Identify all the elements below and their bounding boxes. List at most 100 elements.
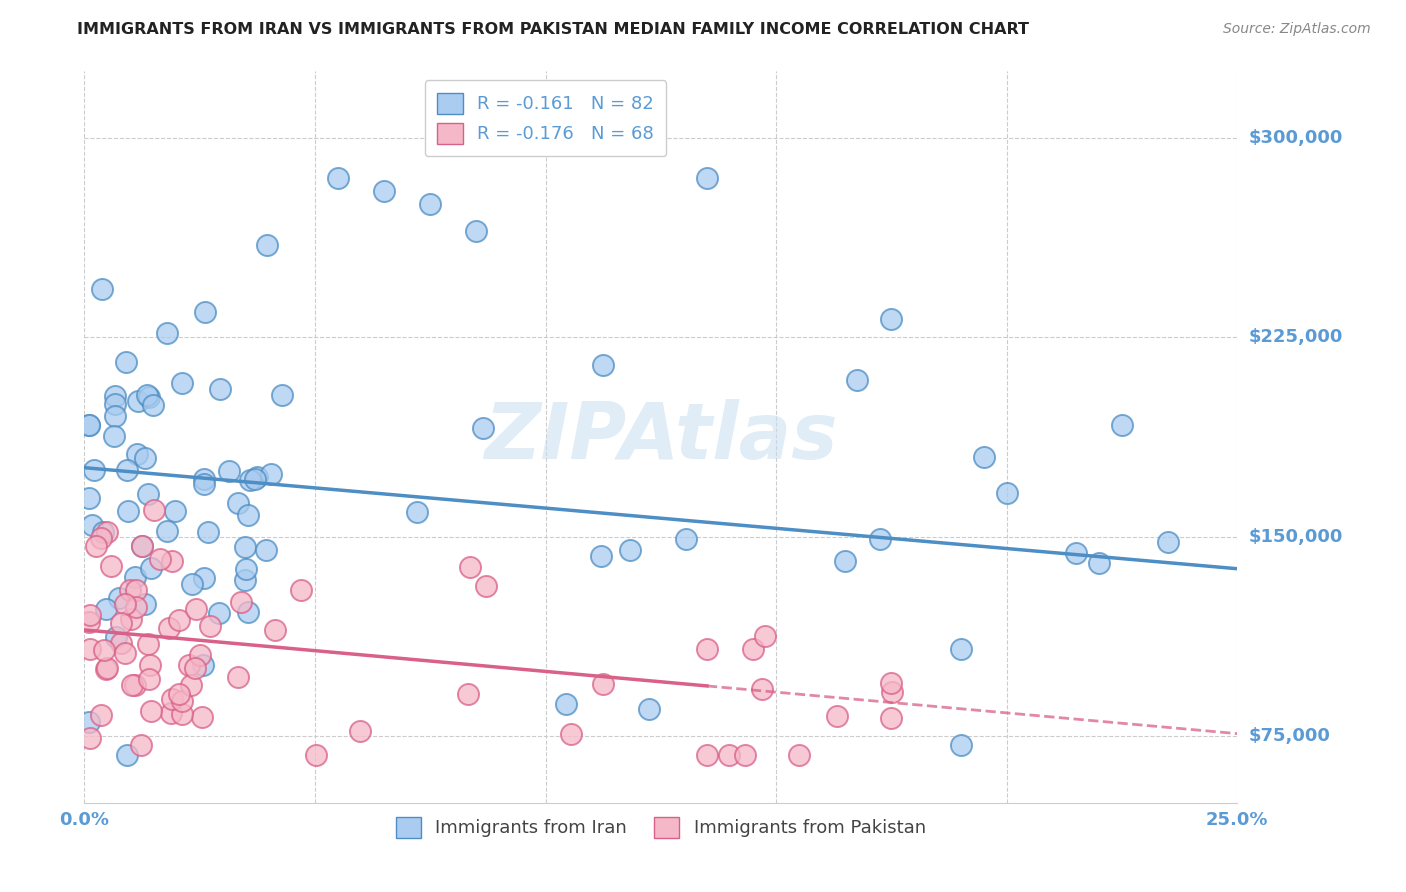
Legend: Immigrants from Iran, Immigrants from Pakistan: Immigrants from Iran, Immigrants from Pa…	[385, 806, 936, 848]
Point	[226, 670, 249, 684]
Point	[208, 383, 231, 397]
Point	[180, 678, 202, 692]
Point	[742, 641, 765, 656]
Point	[156, 524, 179, 538]
Point	[129, 738, 152, 752]
Point	[170, 376, 193, 390]
Point	[180, 577, 202, 591]
Point	[115, 747, 138, 762]
Point	[191, 709, 214, 723]
Point	[188, 648, 211, 662]
Point	[125, 582, 148, 597]
Point	[880, 675, 903, 690]
Point	[80, 517, 103, 532]
Point	[696, 641, 718, 656]
Point	[271, 388, 294, 402]
Point	[138, 637, 160, 651]
Point	[121, 678, 143, 692]
Point	[100, 558, 122, 573]
Point	[845, 373, 868, 387]
Text: IMMIGRANTS FROM IRAN VS IMMIGRANTS FROM PAKISTAN MEDIAN FAMILY INCOME CORRELATIO: IMMIGRANTS FROM IRAN VS IMMIGRANTS FROM …	[77, 22, 1029, 37]
Point	[115, 463, 138, 477]
Point	[160, 706, 183, 720]
Point	[108, 591, 131, 605]
Point	[218, 464, 240, 478]
Point	[134, 451, 156, 466]
Point	[592, 359, 614, 373]
Point	[77, 615, 100, 629]
Point	[619, 542, 641, 557]
Point	[754, 629, 776, 643]
Point	[458, 559, 481, 574]
Point	[194, 304, 217, 318]
Point	[246, 470, 269, 484]
Point	[142, 503, 165, 517]
Point	[882, 685, 904, 699]
Text: ZIPAtlas: ZIPAtlas	[484, 399, 838, 475]
Point	[880, 711, 903, 725]
Point	[419, 197, 441, 211]
Point	[93, 643, 115, 657]
Text: $150,000: $150,000	[1249, 528, 1343, 546]
Point	[474, 579, 496, 593]
Point	[637, 702, 659, 716]
Point	[233, 574, 256, 588]
Point	[184, 602, 207, 616]
Point	[79, 731, 101, 746]
Point	[406, 505, 429, 519]
Point	[91, 282, 114, 296]
Point	[138, 673, 160, 687]
Point	[696, 747, 718, 762]
Point	[139, 704, 162, 718]
Point	[167, 687, 190, 701]
Text: $225,000: $225,000	[1249, 328, 1343, 346]
Point	[96, 661, 118, 675]
Point	[139, 561, 162, 575]
Point	[260, 467, 283, 481]
Point	[184, 661, 207, 675]
Point	[226, 496, 249, 510]
Point	[973, 450, 995, 465]
Point	[167, 614, 190, 628]
Point	[193, 473, 215, 487]
Point	[170, 694, 193, 708]
Point	[77, 491, 100, 505]
Point	[696, 170, 718, 185]
Point	[162, 692, 184, 706]
Point	[718, 747, 741, 762]
Point	[880, 311, 903, 326]
Point	[94, 601, 117, 615]
Point	[555, 698, 578, 712]
Point	[465, 224, 488, 238]
Point	[373, 184, 395, 198]
Point	[995, 486, 1018, 500]
Point	[110, 636, 132, 650]
Point	[751, 681, 773, 696]
Point	[114, 646, 136, 660]
Text: $300,000: $300,000	[1249, 128, 1343, 147]
Point	[110, 615, 132, 630]
Point	[124, 570, 146, 584]
Point	[264, 623, 287, 637]
Point	[127, 447, 149, 461]
Point	[135, 388, 157, 402]
Point	[233, 540, 256, 554]
Point	[138, 390, 160, 404]
Point	[1064, 545, 1087, 559]
Point	[104, 409, 127, 423]
Point	[825, 709, 848, 723]
Point	[208, 606, 231, 620]
Point	[231, 595, 253, 609]
Point	[77, 417, 100, 432]
Point	[326, 170, 349, 185]
Point	[79, 642, 101, 657]
Point	[675, 532, 697, 546]
Point	[139, 657, 162, 672]
Point	[115, 355, 138, 369]
Point	[949, 738, 972, 752]
Point	[949, 641, 972, 656]
Point	[156, 326, 179, 341]
Point	[94, 663, 117, 677]
Point	[103, 389, 125, 403]
Point	[124, 677, 146, 691]
